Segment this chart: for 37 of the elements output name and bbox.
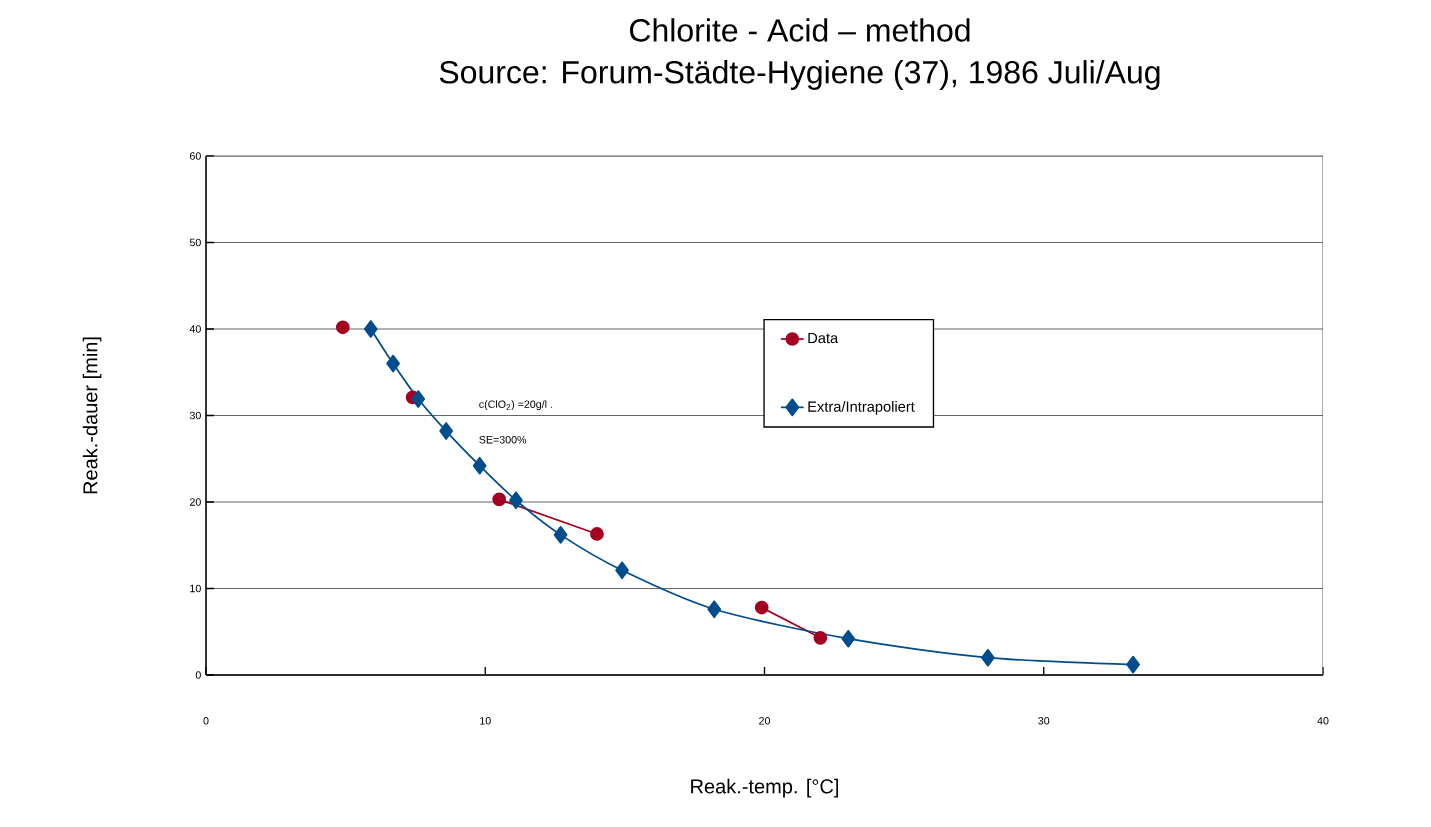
legend-label: Data	[808, 332, 839, 344]
point	[590, 527, 604, 541]
point	[1126, 655, 1140, 674]
point	[472, 456, 487, 475]
x-axis-title: Reak.-temp. [°C]	[691, 778, 838, 798]
annotation: c(ClO$_{2}$) =20g/l .	[479, 400, 552, 411]
point	[754, 600, 769, 615]
legend-label: Extra/Intrapoliert	[808, 401, 915, 415]
point	[386, 354, 400, 373]
point	[981, 648, 995, 667]
point	[411, 390, 426, 408]
x-tick-label: 40	[1317, 717, 1329, 725]
point	[335, 320, 350, 335]
chart-title: Chlorite - Acid – method	[630, 18, 970, 42]
y-tick-label: 30	[189, 411, 201, 420]
point	[615, 561, 629, 580]
point	[363, 320, 378, 338]
x-tick-label: 30	[1038, 717, 1050, 725]
chart-subtitle: Source: Forum-Städte-Hygiene (37), 1986 Juli/Aug	[439, 60, 1160, 90]
x-tick-label: 0	[203, 717, 209, 725]
y-tick-label: 10	[190, 584, 201, 593]
point	[439, 422, 454, 440]
point	[841, 629, 856, 648]
y-tick-label: 50	[189, 238, 201, 247]
point	[553, 525, 568, 544]
y-tick-label: 40	[189, 325, 201, 333]
annotation: SE=300%	[479, 435, 527, 444]
y-tick-label: 60	[189, 152, 201, 160]
x-tick-label: 20	[759, 717, 771, 725]
point	[813, 630, 828, 645]
point	[509, 491, 523, 510]
y-tick-label: 20	[189, 498, 201, 506]
point	[492, 492, 507, 507]
x-tick-label: 10	[480, 717, 491, 725]
y-tick-label: 0	[195, 671, 201, 679]
point	[707, 600, 722, 619]
y-axis-title: Reak.-dauer [min]	[82, 337, 102, 494]
